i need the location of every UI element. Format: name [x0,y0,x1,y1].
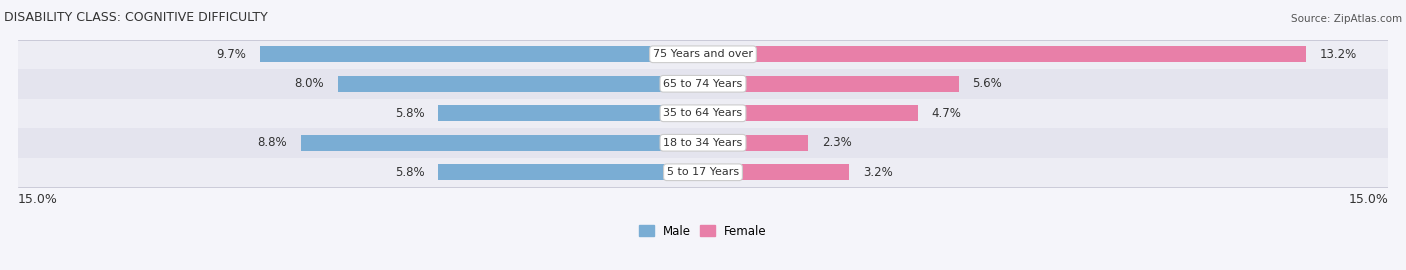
Text: 9.7%: 9.7% [217,48,246,61]
Bar [301,135,703,151]
Bar [18,157,1388,187]
Text: 5 to 17 Years: 5 to 17 Years [666,167,740,177]
Bar [337,76,703,92]
Bar [260,46,703,62]
Text: 65 to 74 Years: 65 to 74 Years [664,79,742,89]
Bar [703,105,918,122]
Text: Source: ZipAtlas.com: Source: ZipAtlas.com [1291,14,1402,24]
Text: 3.2%: 3.2% [863,166,893,179]
Bar [18,99,1388,128]
Bar [18,39,1388,69]
Bar [703,46,1306,62]
Text: 15.0%: 15.0% [18,194,58,207]
Legend: Male, Female: Male, Female [634,220,772,242]
Text: 5.8%: 5.8% [395,166,425,179]
Text: DISABILITY CLASS: COGNITIVE DIFFICULTY: DISABILITY CLASS: COGNITIVE DIFFICULTY [4,11,269,24]
Text: 5.6%: 5.6% [973,77,1002,90]
Text: 8.8%: 8.8% [257,136,287,149]
Bar [18,69,1388,99]
Text: 18 to 34 Years: 18 to 34 Years [664,138,742,148]
Bar [703,135,808,151]
Text: 13.2%: 13.2% [1320,48,1357,61]
Text: 35 to 64 Years: 35 to 64 Years [664,108,742,118]
Bar [703,76,959,92]
Text: 4.7%: 4.7% [931,107,962,120]
Text: 8.0%: 8.0% [294,77,323,90]
Text: 75 Years and over: 75 Years and over [652,49,754,59]
Text: 5.8%: 5.8% [395,107,425,120]
Bar [439,164,703,180]
Text: 15.0%: 15.0% [1348,194,1388,207]
Text: 2.3%: 2.3% [821,136,852,149]
Bar [703,164,849,180]
Bar [439,105,703,122]
Bar [18,128,1388,157]
